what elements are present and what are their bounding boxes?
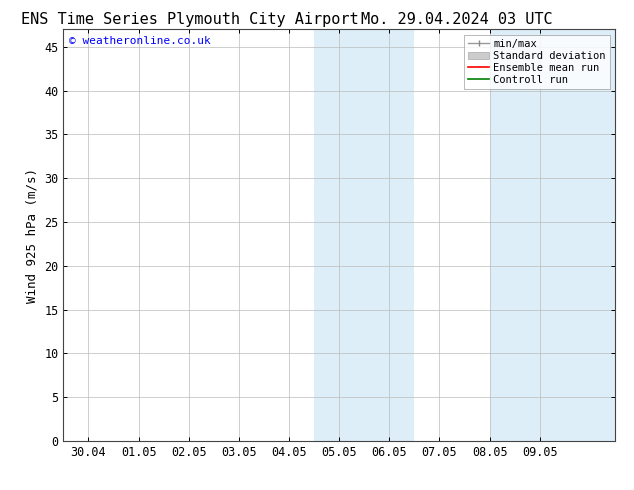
Text: Mo. 29.04.2024 03 UTC: Mo. 29.04.2024 03 UTC (361, 12, 552, 27)
Text: © weatheronline.co.uk: © weatheronline.co.uk (69, 36, 210, 46)
Text: ENS Time Series Plymouth City Airport: ENS Time Series Plymouth City Airport (22, 12, 359, 27)
Bar (314, 29, 415, 441)
Bar (489, 29, 615, 441)
Y-axis label: Wind 925 hPa (m/s): Wind 925 hPa (m/s) (26, 168, 39, 303)
Legend: min/max, Standard deviation, Ensemble mean run, Controll run: min/max, Standard deviation, Ensemble me… (464, 35, 610, 89)
